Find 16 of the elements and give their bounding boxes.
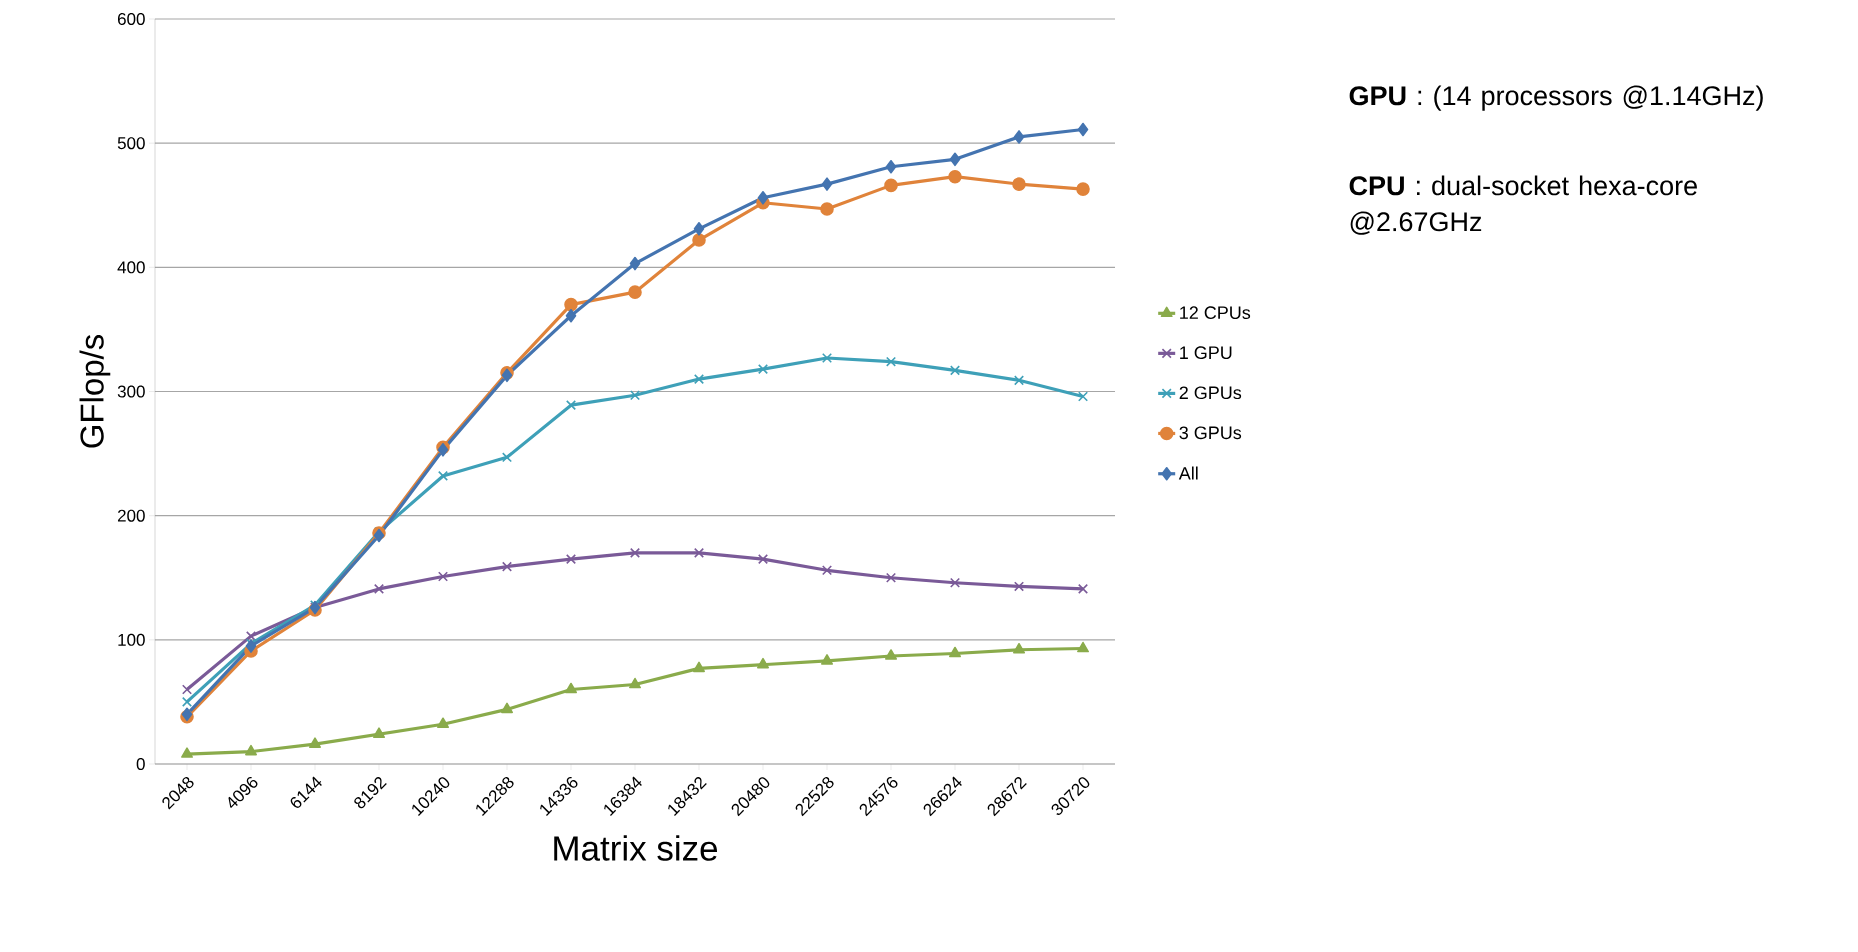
- x-axis-title: Matrix size: [554, 835, 718, 861]
- legend-label: 12 CPUs: [1180, 306, 1251, 320]
- legend-label: 3 GPUs: [1179, 426, 1242, 440]
- y-tick-label: 400: [117, 261, 145, 274]
- legend-label: All: [1178, 466, 1198, 480]
- y-tick-label: 500: [117, 137, 145, 150]
- legend-label: 2 GPUs: [1179, 386, 1242, 400]
- y-tick-label: 200: [117, 509, 145, 522]
- y-tick-label: 300: [117, 385, 145, 398]
- y-tick-label: 600: [117, 12, 145, 26]
- y-axis-title: GFlop/s: [79, 334, 111, 448]
- y-tick-label: 0: [136, 757, 145, 771]
- text: CPU : dual-socket hexa-core @2.67GHz: [1349, 175, 1697, 235]
- y-tick-label: 100: [118, 633, 145, 646]
- legend-label: 1 GPU: [1180, 346, 1232, 360]
- text: GPU : (14 processors @1.14GHz): [1349, 85, 1763, 111]
